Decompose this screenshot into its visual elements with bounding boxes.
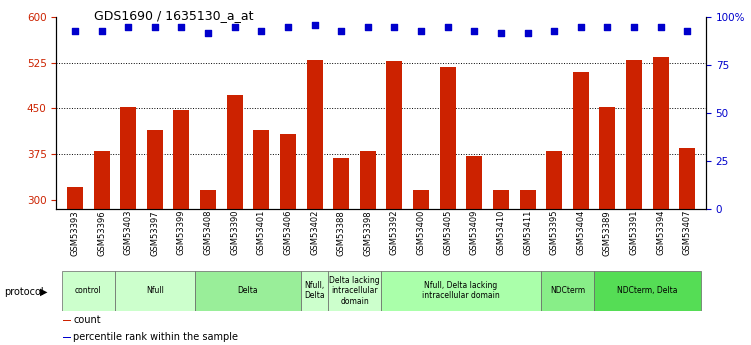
Text: NDCterm: NDCterm bbox=[550, 286, 585, 295]
Text: GSM53407: GSM53407 bbox=[683, 210, 692, 255]
Text: Nfull,
Delta: Nfull, Delta bbox=[304, 281, 325, 300]
Point bbox=[335, 28, 347, 33]
Text: ▶: ▶ bbox=[40, 287, 47, 296]
Text: GSM53392: GSM53392 bbox=[390, 210, 399, 255]
Bar bbox=[387, 61, 403, 209]
Bar bbox=[115, 271, 195, 310]
Text: GSM53411: GSM53411 bbox=[523, 210, 532, 255]
Text: GSM53401: GSM53401 bbox=[257, 210, 266, 255]
Point bbox=[442, 24, 454, 30]
Text: GSM53391: GSM53391 bbox=[629, 210, 638, 255]
Point bbox=[282, 24, 294, 30]
Bar bbox=[280, 134, 296, 209]
Text: GSM53394: GSM53394 bbox=[656, 210, 665, 255]
Text: protocol: protocol bbox=[4, 287, 44, 296]
Text: GSM53399: GSM53399 bbox=[177, 210, 186, 255]
Text: Nfull, Delta lacking
intracellular domain: Nfull, Delta lacking intracellular domai… bbox=[422, 281, 500, 300]
Point bbox=[69, 28, 81, 33]
Bar bbox=[360, 151, 376, 209]
Text: Nfull: Nfull bbox=[146, 286, 164, 295]
Bar bbox=[62, 271, 115, 310]
Point bbox=[628, 24, 640, 30]
Point bbox=[495, 30, 507, 35]
Point bbox=[309, 22, 321, 28]
Point bbox=[362, 24, 374, 30]
Bar bbox=[594, 271, 701, 310]
Bar bbox=[439, 67, 456, 209]
Text: GSM53388: GSM53388 bbox=[336, 210, 345, 256]
Text: Delta lacking
intracellular
domain: Delta lacking intracellular domain bbox=[329, 276, 380, 306]
Text: GSM53404: GSM53404 bbox=[576, 210, 585, 255]
Text: GDS1690 / 1635130_a_at: GDS1690 / 1635130_a_at bbox=[94, 9, 253, 22]
Text: GSM53410: GSM53410 bbox=[496, 210, 505, 255]
Bar bbox=[173, 110, 189, 209]
Point bbox=[122, 24, 134, 30]
Bar bbox=[67, 187, 83, 209]
Text: GSM53398: GSM53398 bbox=[363, 210, 372, 256]
Point bbox=[95, 28, 107, 33]
Bar bbox=[493, 190, 509, 209]
Text: GSM53393: GSM53393 bbox=[71, 210, 80, 256]
Point bbox=[149, 24, 161, 30]
Point bbox=[521, 30, 533, 35]
Bar bbox=[63, 320, 71, 321]
Bar bbox=[147, 130, 163, 209]
Text: GSM53408: GSM53408 bbox=[204, 210, 213, 255]
Text: GSM53403: GSM53403 bbox=[124, 210, 133, 255]
Point bbox=[469, 28, 481, 33]
Bar bbox=[626, 60, 642, 209]
Bar bbox=[227, 95, 243, 209]
Bar bbox=[382, 271, 541, 310]
Point bbox=[548, 28, 560, 33]
Point bbox=[176, 24, 188, 30]
Text: GSM53409: GSM53409 bbox=[470, 210, 479, 255]
Bar bbox=[195, 271, 301, 310]
Bar bbox=[63, 337, 71, 338]
Bar bbox=[680, 148, 695, 209]
Bar bbox=[333, 158, 349, 209]
Text: GSM53397: GSM53397 bbox=[150, 210, 159, 256]
Text: GSM53396: GSM53396 bbox=[97, 210, 106, 256]
Text: GSM53395: GSM53395 bbox=[550, 210, 559, 255]
Point bbox=[255, 28, 267, 33]
Bar bbox=[541, 271, 594, 310]
Text: control: control bbox=[75, 286, 101, 295]
Bar bbox=[306, 60, 323, 209]
Text: GSM53402: GSM53402 bbox=[310, 210, 319, 255]
Text: GSM53405: GSM53405 bbox=[443, 210, 452, 255]
Point bbox=[575, 24, 587, 30]
Point bbox=[229, 24, 241, 30]
Bar bbox=[94, 151, 110, 209]
Point bbox=[681, 28, 693, 33]
Point bbox=[388, 24, 400, 30]
Bar bbox=[253, 130, 270, 209]
Bar bbox=[466, 156, 482, 209]
Text: GSM53389: GSM53389 bbox=[603, 210, 612, 256]
Text: percentile rank within the sample: percentile rank within the sample bbox=[74, 333, 238, 343]
Bar bbox=[200, 190, 216, 209]
Bar bbox=[328, 271, 382, 310]
Bar bbox=[120, 107, 136, 209]
Bar bbox=[573, 72, 589, 209]
Bar bbox=[413, 190, 429, 209]
Point bbox=[202, 30, 214, 35]
Bar bbox=[599, 107, 615, 209]
Point bbox=[655, 24, 667, 30]
Text: Delta: Delta bbox=[238, 286, 258, 295]
Bar bbox=[520, 190, 535, 209]
Bar bbox=[653, 57, 668, 209]
Point bbox=[602, 24, 614, 30]
Text: GSM53400: GSM53400 bbox=[417, 210, 426, 255]
Text: NDCterm, Delta: NDCterm, Delta bbox=[617, 286, 677, 295]
Text: GSM53390: GSM53390 bbox=[231, 210, 240, 255]
Bar bbox=[301, 271, 328, 310]
Point bbox=[415, 28, 427, 33]
Text: count: count bbox=[74, 315, 101, 325]
Text: GSM53406: GSM53406 bbox=[283, 210, 292, 255]
Bar bbox=[546, 151, 562, 209]
